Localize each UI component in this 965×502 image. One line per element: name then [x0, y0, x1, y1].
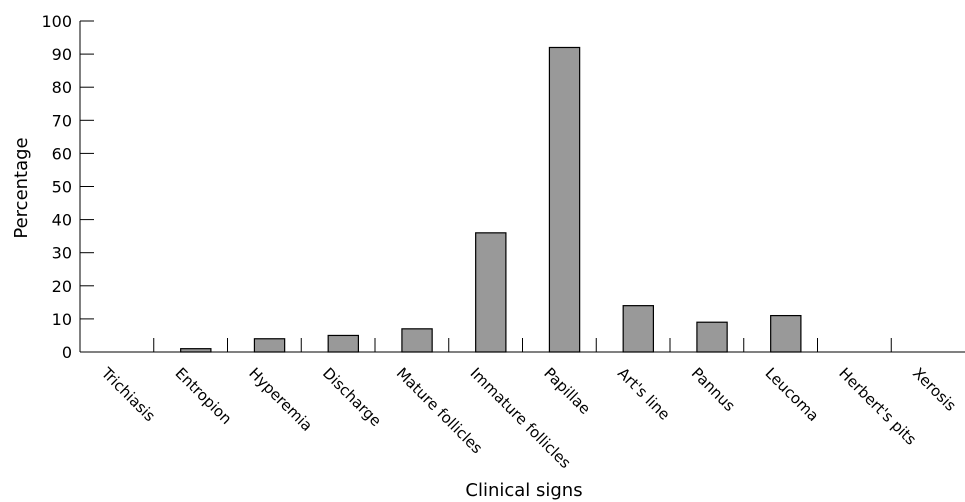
x-tick-label: Trichiasis: [97, 363, 159, 425]
bar: [401, 328, 433, 353]
x-axis-title: Clinical signs: [465, 480, 582, 501]
x-tick-label: Discharge: [319, 364, 385, 430]
y-tick-label: 20: [52, 277, 72, 296]
x-axis: Trichiasis Entropion Hyperemia Discharge Mat…: [80, 338, 965, 472]
x-tick-label: Papillae: [540, 364, 594, 418]
y-tick-label: 70: [52, 111, 72, 130]
x-tick-label: Hyperemia: [245, 364, 316, 435]
bar: [548, 46, 581, 353]
x-tick-label: Leucoma: [762, 364, 823, 425]
bar: [253, 338, 286, 353]
bar: [770, 314, 802, 353]
y-tick-label: 100: [41, 12, 72, 31]
y-tick-label: 90: [52, 45, 72, 64]
y-tick-label: 40: [52, 211, 72, 230]
y-axis-title: Percentage: [11, 137, 32, 238]
bar: [475, 232, 507, 353]
bar: [327, 334, 360, 353]
x-tick-label: Pannus: [688, 364, 739, 415]
x-tick-label: Xerosis: [909, 364, 960, 415]
y-tick-label: 30: [52, 244, 72, 263]
bar: [622, 305, 655, 353]
y-tick-label: 60: [52, 144, 72, 163]
y-tick-label: 50: [52, 178, 72, 197]
y-tick-label: 0: [62, 343, 72, 362]
x-tick-label: Art's line: [614, 364, 673, 423]
y-axis: 0 10 20 30 40 50 60 70 80 90 100: [41, 12, 94, 362]
y-tick-label: 80: [52, 78, 72, 97]
y-tick-label: 10: [52, 310, 72, 329]
bars: [180, 46, 802, 353]
bar: [696, 321, 728, 353]
x-tick-label: Entropion: [172, 364, 236, 428]
x-tick-label: Herbert's pits: [835, 364, 920, 449]
